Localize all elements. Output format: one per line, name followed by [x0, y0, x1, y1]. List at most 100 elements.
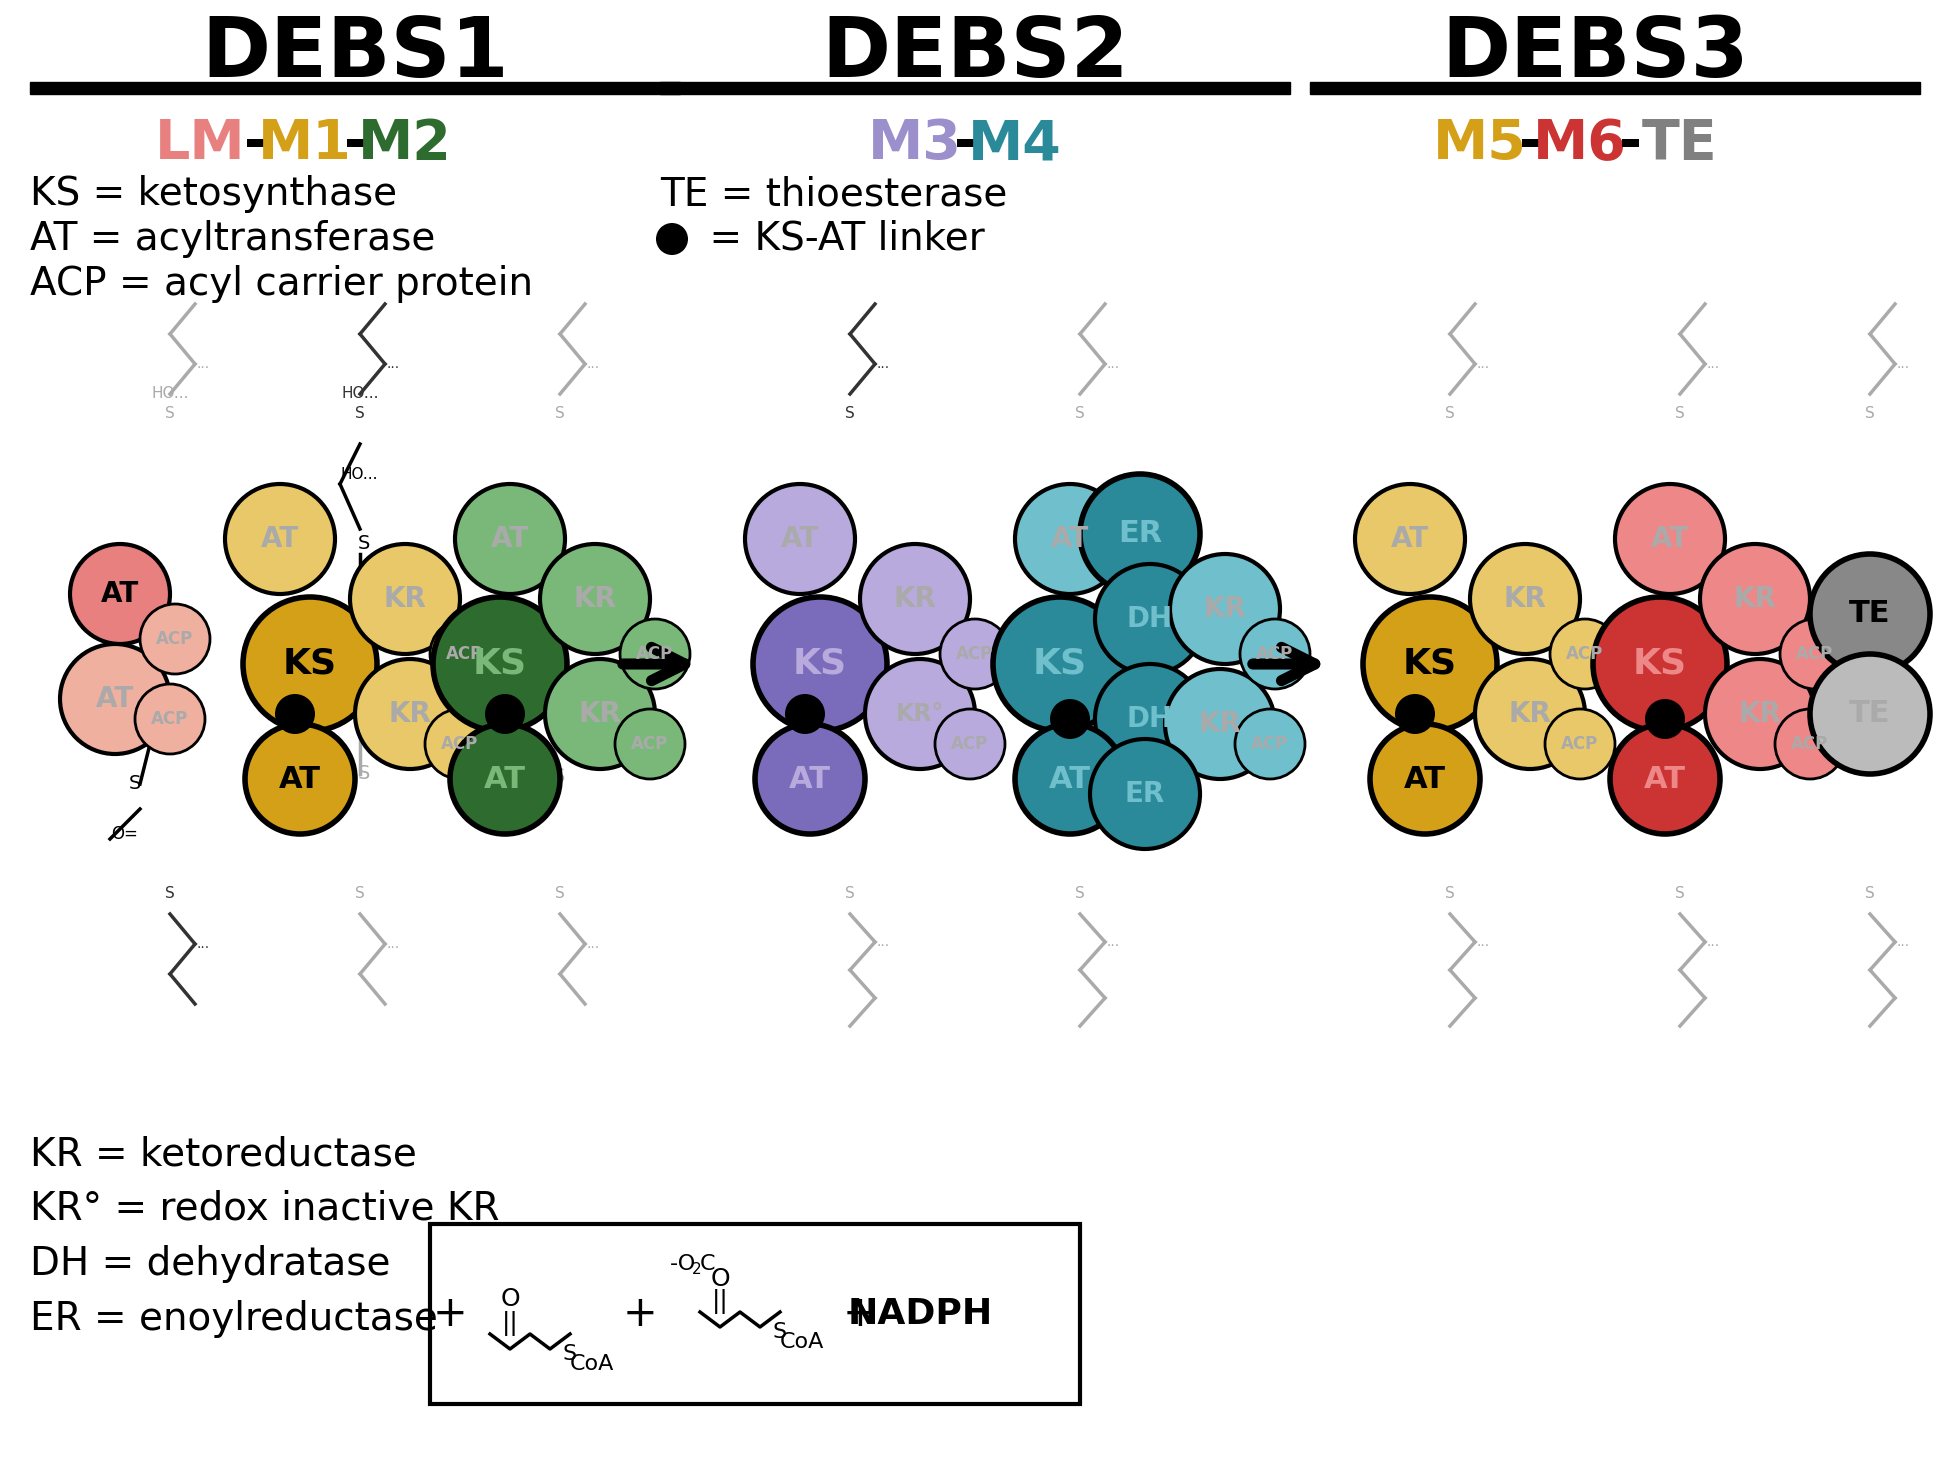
Text: AT: AT [1645, 764, 1686, 793]
Text: -: - [1619, 117, 1641, 171]
Circle shape [1050, 698, 1091, 739]
Text: ...: ... [1477, 935, 1489, 949]
Text: AT: AT [279, 764, 322, 793]
Text: C: C [700, 1255, 716, 1274]
Text: KR°: KR° [896, 703, 944, 726]
Text: ||: || [712, 1290, 728, 1315]
Text: ...: ... [876, 357, 890, 370]
Text: HO...: HO... [339, 467, 377, 482]
Text: ACP: ACP [447, 646, 484, 663]
Circle shape [1095, 564, 1206, 673]
Circle shape [429, 619, 499, 690]
Text: -: - [343, 117, 367, 171]
Text: -O: -O [669, 1255, 697, 1274]
Circle shape [60, 644, 170, 754]
Circle shape [993, 597, 1128, 731]
Text: AT: AT [492, 526, 529, 553]
Text: LM: LM [154, 117, 246, 171]
Text: S: S [355, 407, 365, 422]
Text: O: O [499, 1287, 519, 1310]
Text: M3: M3 [868, 117, 962, 171]
Text: ...: ... [1707, 935, 1719, 949]
Text: ...: ... [876, 935, 890, 949]
Text: ...: ... [1477, 357, 1489, 370]
Text: KR: KR [579, 700, 622, 728]
Text: DEBS3: DEBS3 [1442, 13, 1748, 95]
Bar [29, 82, 681, 94]
Circle shape [745, 485, 855, 594]
Text: ...: ... [1896, 357, 1910, 370]
Text: TE: TE [1643, 117, 1719, 171]
Text: M5: M5 [1434, 117, 1528, 171]
Text: M1: M1 [258, 117, 351, 171]
Text: S: S [845, 887, 855, 902]
Text: S: S [1865, 887, 1875, 902]
Text: KS = ketosynthase: KS = ketosynthase [29, 176, 398, 212]
Circle shape [244, 597, 377, 731]
Text: AT: AT [484, 764, 527, 793]
Text: TE = thioesterase: TE = thioesterase [659, 176, 1007, 212]
Circle shape [455, 485, 566, 594]
Text: ACP: ACP [1561, 735, 1598, 752]
Text: KS: KS [1633, 647, 1688, 681]
Circle shape [864, 659, 976, 769]
Text: KR: KR [1504, 586, 1547, 613]
Text: -: - [1518, 117, 1541, 171]
Circle shape [1545, 709, 1615, 779]
Text: ACP: ACP [1251, 735, 1288, 752]
Text: ACP: ACP [1791, 735, 1828, 752]
Circle shape [1779, 619, 1850, 690]
Text: KR: KR [1738, 700, 1781, 728]
Text: ACP: ACP [1256, 646, 1294, 663]
Text: AT: AT [788, 764, 831, 793]
Text: S: S [1446, 407, 1455, 422]
Text: O: O [710, 1266, 730, 1291]
Text: KR: KR [1734, 586, 1777, 613]
Text: S: S [1676, 407, 1686, 422]
Circle shape [1811, 553, 1930, 673]
Text: DH: DH [1128, 605, 1173, 632]
Circle shape [1475, 659, 1584, 769]
Circle shape [1364, 597, 1496, 731]
Circle shape [615, 709, 685, 779]
Text: ...: ... [1707, 357, 1719, 370]
Text: ACP: ACP [956, 646, 993, 663]
Text: M2: M2 [359, 117, 453, 171]
Circle shape [1015, 485, 1126, 594]
Text: DH: DH [1128, 706, 1173, 733]
Text: S: S [1446, 887, 1455, 902]
Text: S: S [357, 764, 371, 783]
Text: +: + [843, 1293, 878, 1335]
Text: S: S [556, 887, 566, 902]
Text: CoA: CoA [570, 1354, 615, 1375]
Circle shape [1645, 698, 1686, 739]
Text: AT: AT [1651, 526, 1690, 553]
Text: KR: KR [1198, 710, 1241, 738]
Text: CoA: CoA [780, 1332, 823, 1351]
Text: +: + [433, 1293, 468, 1335]
Circle shape [1610, 725, 1721, 834]
Text: AT: AT [1050, 764, 1091, 793]
Text: O=: O= [111, 826, 139, 843]
Text: ACP: ACP [1567, 646, 1604, 663]
Text: S: S [556, 407, 566, 422]
Text: S: S [355, 887, 365, 902]
Text: ...: ... [587, 357, 599, 370]
Text: AT = acyltransferase: AT = acyltransferase [29, 220, 435, 258]
Circle shape [135, 684, 205, 754]
Text: S: S [166, 407, 176, 422]
Circle shape [1165, 669, 1276, 779]
Text: S: S [1865, 407, 1875, 422]
Circle shape [246, 725, 355, 834]
Text: -: - [244, 117, 267, 171]
Text: S: S [129, 774, 140, 793]
Text: TE: TE [1850, 700, 1891, 729]
Text: M6: M6 [1533, 117, 1627, 171]
Text: KR: KR [1204, 594, 1247, 624]
Circle shape [1015, 725, 1126, 834]
Text: KS: KS [283, 647, 338, 681]
Bar [429, 1224, 1081, 1404]
Text: S: S [1676, 887, 1686, 902]
Text: S: S [1075, 407, 1085, 422]
Circle shape [1549, 619, 1619, 690]
